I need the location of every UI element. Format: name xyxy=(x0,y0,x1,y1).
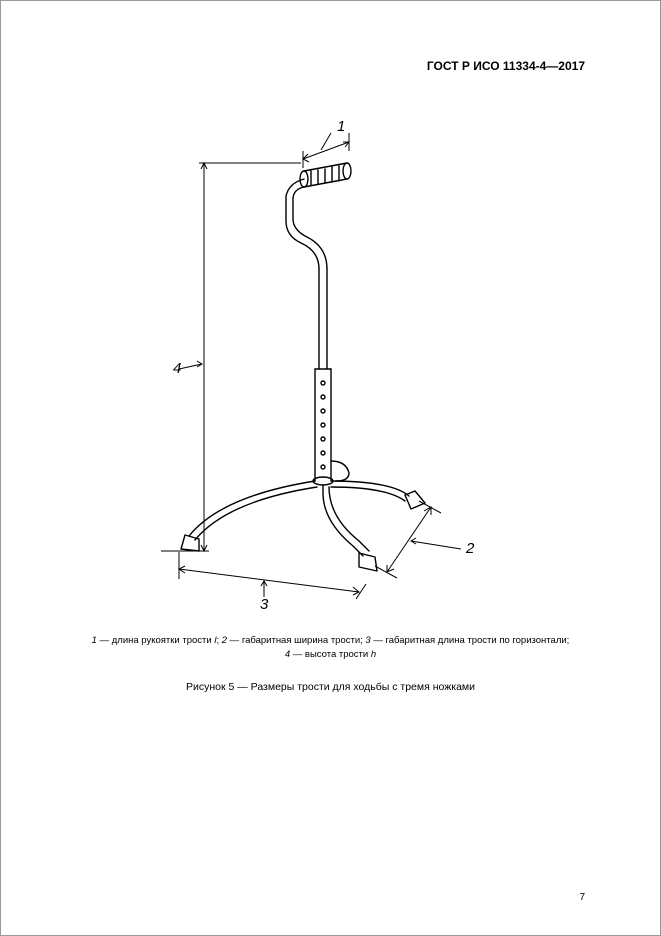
legend-text-1: — длина рукоятки трости xyxy=(97,635,214,646)
page: ГОСТ Р ИСО 11334-4—2017 1 4 xyxy=(0,0,661,936)
callout-1: 1 xyxy=(337,121,345,135)
callout-3: 3 xyxy=(260,596,269,611)
legend-sym-4: h xyxy=(371,649,376,660)
legend-text-2: — габаритная ширина трости; xyxy=(227,635,365,646)
figure-diagram: 1 4 2 xyxy=(131,121,531,611)
legend-text-4: — высота трости xyxy=(290,649,371,660)
figure-legend: 1 — длина рукоятки трости l; 2 — габарит… xyxy=(66,634,595,663)
legend-text-3: — габаритная длина трости по горизонтали… xyxy=(371,635,570,646)
callout-2: 2 xyxy=(465,540,475,557)
document-header: ГОСТ Р ИСО 11334-4—2017 xyxy=(427,59,585,73)
page-number: 7 xyxy=(579,892,585,903)
figure-caption: Рисунок 5 — Размеры трости для ходьбы с … xyxy=(1,681,660,693)
